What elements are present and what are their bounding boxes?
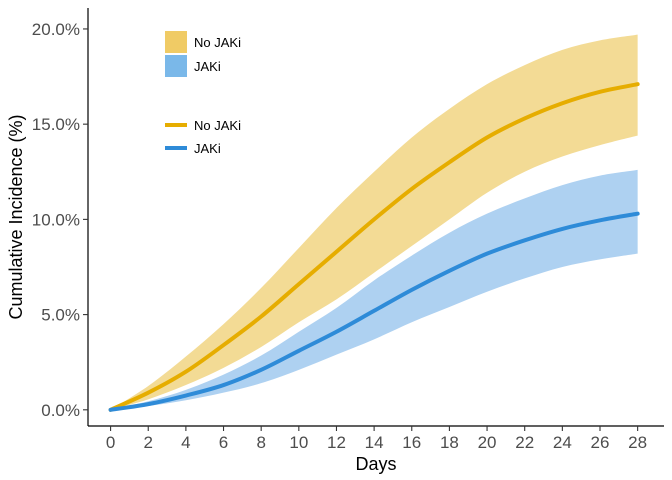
incidence-line-no-jaki: [108, 82, 640, 412]
legend-label: JAKi: [194, 59, 221, 74]
legend-line: No JAKi JAKi: [165, 118, 241, 156]
incidence-line-jaki: [108, 211, 640, 412]
y-tick-label: 15.0%: [32, 115, 80, 134]
x-tick-label: 22: [515, 433, 534, 452]
x-tick-label: 0: [106, 433, 115, 452]
legend-fill: No JAKi JAKi: [165, 31, 241, 77]
x-tick-label: 10: [289, 433, 308, 452]
x-tick-label: 14: [365, 433, 384, 452]
x-tick-label: 26: [591, 433, 610, 452]
x-axis-title: Days: [355, 454, 396, 474]
x-tick-label: 24: [553, 433, 572, 452]
x-tick-label: 8: [256, 433, 265, 452]
legend-label: No JAKi: [194, 35, 241, 50]
x-tick-label: 20: [478, 433, 497, 452]
x-tick-label: 4: [181, 433, 190, 452]
y-tick-label: 10.0%: [32, 210, 80, 229]
y-tick-label: 0.0%: [41, 401, 80, 420]
confidence-band-jaki: [110, 169, 638, 410]
legend-label: No JAKi: [194, 118, 241, 133]
y-tick-label: 5.0%: [41, 306, 80, 325]
x-tick-label: 6: [219, 433, 228, 452]
y-axis-title: Cumulative Incidence (%): [6, 114, 26, 319]
x-tick-label: 28: [628, 433, 647, 452]
x-axis-ticks: 0 2 4 6 8 10 12 14 16 18 20 22 24 26 28: [106, 426, 647, 452]
x-tick-label: 12: [327, 433, 346, 452]
legend-swatch: [165, 55, 187, 77]
y-tick-label: 20.0%: [32, 20, 80, 39]
confidence-bands: [110, 34, 638, 410]
x-tick-label: 16: [402, 433, 421, 452]
y-axis-ticks: 0.0% 5.0% 10.0% 15.0% 20.0%: [32, 20, 88, 420]
incidence-lines: [108, 82, 640, 412]
legend-swatch: [165, 31, 187, 53]
x-tick-label: 18: [440, 433, 459, 452]
x-tick-label: 2: [144, 433, 153, 452]
legend-label: JAKi: [194, 141, 221, 156]
